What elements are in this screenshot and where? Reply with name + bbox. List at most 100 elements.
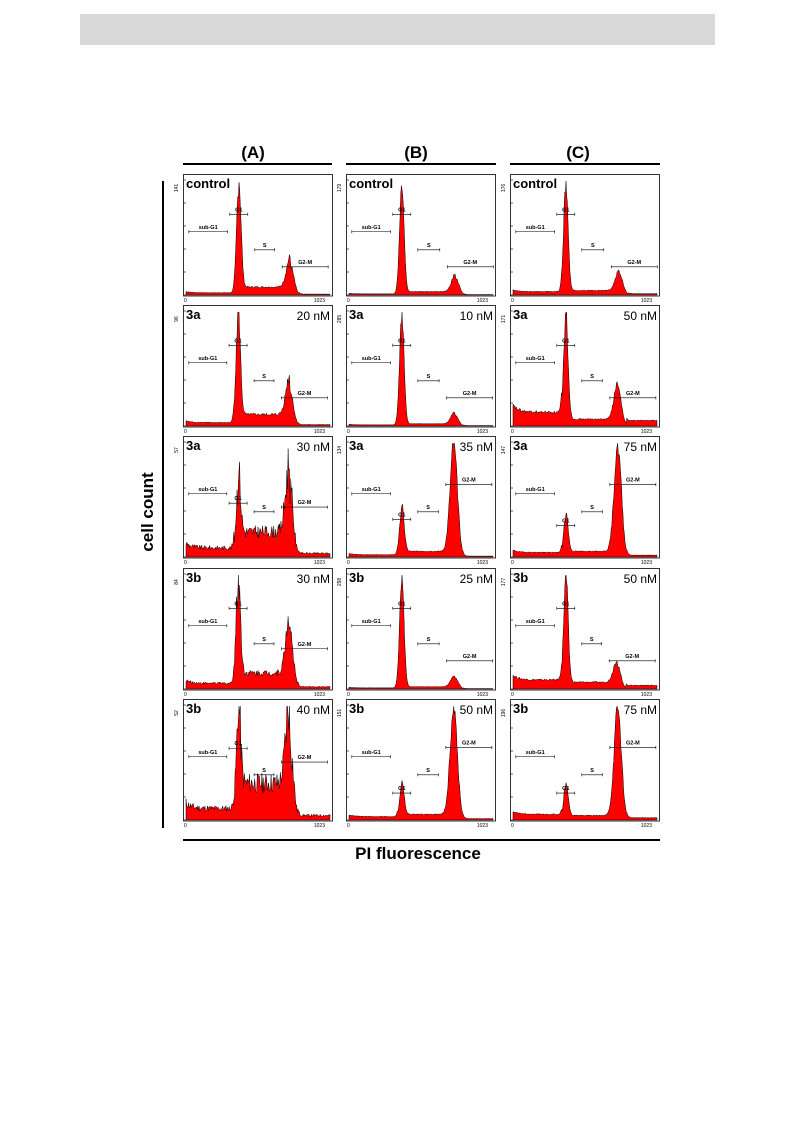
panel-frame [510,568,660,691]
sub-g1-gate-label: sub-G1 [526,750,545,756]
x-tick-min: 0 [511,298,514,304]
histogram-area [348,185,494,296]
x-tick-max: 1023 [477,823,488,829]
column-rule-b [346,163,496,165]
panel-concentration-label: 10 nM [460,309,493,323]
sub-g1-gate-label: sub-G1 [362,750,381,756]
x-tick-min: 0 [347,692,350,698]
x-tick-max: 1023 [477,298,488,304]
x-tick-min: 0 [511,692,514,698]
sub-g1-gate-label: sub-G1 [362,487,381,493]
page-header-band [80,14,715,45]
sub-g1-gate-label: sub-G1 [198,750,217,756]
panel-frame [183,305,333,428]
s-gate-label: S [426,505,430,511]
column-rule-a [183,163,332,165]
column-rule-c [510,163,660,165]
panel-concentration-label: 20 nM [297,309,330,323]
panel-compound-label: 3b [349,701,364,716]
panel-concentration-label: 75 nM [624,440,657,454]
g2-m-gate-label: G2-M [298,500,312,506]
s-gate-label: S [590,505,594,511]
x-tick-max: 1023 [477,429,488,435]
panel-compound-label: 3a [186,307,201,322]
g2-m-gate-label: G2-M [298,642,312,648]
panel-frame [510,174,660,297]
histogram-area [185,448,331,558]
g2-m-gate-label: G2-M [462,478,476,484]
histogram-area [348,442,494,558]
y-max-label: 177 [501,578,507,587]
panel-concentration-label: 75 nM [624,703,657,717]
histogram-panel-a5: 52 0 1023 3b 40 nM sub-G1 G1 S G2-M [174,699,333,829]
panel-compound-label: control [513,176,557,191]
x-tick-min: 0 [184,692,187,698]
g1-gate-label: G1 [235,207,242,213]
y-max-label: 52 [174,710,180,716]
y-max-label: 151 [337,709,343,718]
g1-gate-label: G1 [234,601,241,607]
g1-gate-label: G1 [234,338,241,344]
x-tick-min: 0 [511,560,514,566]
panel-compound-label: 3b [186,701,201,716]
histogram-panel-b3: 134 0 1023 3a 35 nM sub-G1 G1 S G2-M [337,436,496,566]
panel-frame [346,174,496,297]
y-max-label: 141 [174,184,180,193]
histogram-panel-c4: 177 0 1023 3b 50 nM sub-G1 G1 S G2-M [501,568,660,698]
x-tick-max: 1023 [477,692,488,698]
s-gate-label: S [426,768,430,774]
histogram-panel-a4: 84 0 1023 3b 30 nM sub-G1 G1 S G2-M [174,568,333,698]
panel-concentration-label: 50 nM [624,309,657,323]
column-heading-b: (B) [404,143,428,162]
s-gate-label: S [262,505,266,511]
x-tick-min: 0 [347,298,350,304]
histogram-area [348,312,494,427]
x-tick-min: 0 [184,560,187,566]
s-gate-label: S [590,374,594,380]
x-tick-min: 0 [184,429,187,435]
s-gate-label: S [590,637,594,643]
x-tick-max: 1023 [641,692,652,698]
y-max-label: 84 [174,579,180,585]
g2-m-gate-label: G2-M [626,741,640,747]
y-max-label: 196 [501,709,507,718]
y-max-label: 171 [501,315,507,324]
panel-concentration-label: 50 nM [460,703,493,717]
panel-concentration-label: 50 nM [624,572,657,586]
panel-frame [346,305,496,428]
panel-compound-label: control [349,176,393,191]
s-gate-label: S [590,768,594,774]
g2-m-gate-label: G2-M [298,755,312,761]
y-max-label: 96 [174,316,180,322]
panel-compound-label: 3a [349,438,364,453]
panel-frame [510,305,660,428]
panel-compound-label: 3a [349,307,364,322]
g1-gate-label: G1 [234,496,241,502]
x-tick-max: 1023 [641,560,652,566]
y-max-label: 134 [337,446,343,455]
x-tick-min: 0 [511,823,514,829]
g1-gate-label: G1 [398,786,405,792]
y-max-label: 57 [174,447,180,453]
sub-g1-gate-label: sub-G1 [362,356,381,362]
sub-g1-gate-label: sub-G1 [198,356,217,362]
histogram-area [512,443,658,558]
x-tick-max: 1023 [641,298,652,304]
histogram-area [512,181,658,296]
g2-m-gate-label: G2-M [298,391,312,397]
g2-m-gate-label: G2-M [625,654,639,660]
x-tick-max: 1023 [314,692,325,698]
g1-gate-label: G1 [398,338,405,344]
panel-frame [346,436,496,559]
x-tick-max: 1023 [314,298,325,304]
x-axis-rule [183,839,660,841]
panel-concentration-label: 30 nM [297,440,330,454]
g1-gate-label: G1 [398,601,405,607]
column-heading-a: (A) [241,143,265,162]
g1-gate-label: G1 [562,519,569,525]
g2-m-gate-label: G2-M [626,391,640,397]
sub-g1-gate-label: sub-G1 [526,487,545,493]
histogram-panel-c1: 176 0 1023 control sub-G1 G1 S G2-M [501,174,660,304]
histogram-area [512,705,658,821]
s-gate-label: S [591,243,595,249]
